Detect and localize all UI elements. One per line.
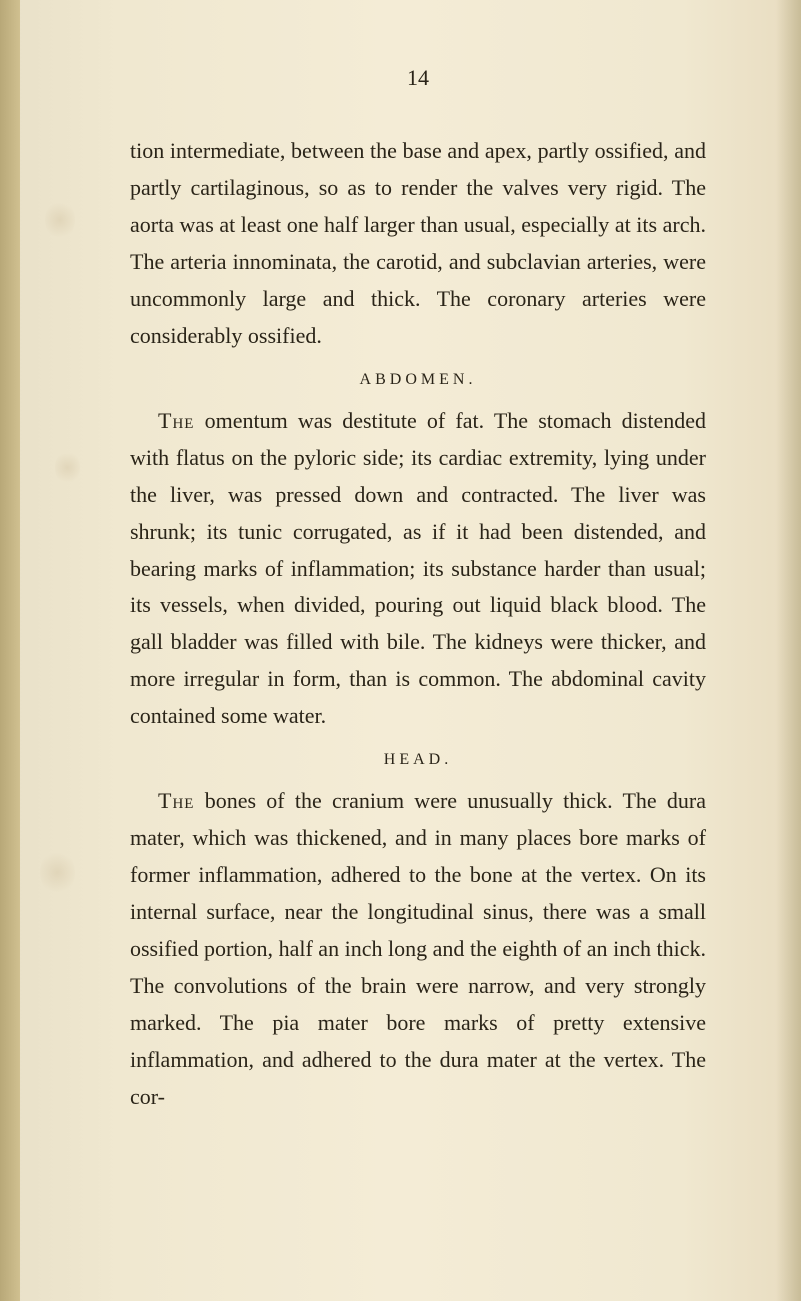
first-word-smallcaps: The [158, 408, 194, 433]
section-heading-head: HEAD. [130, 751, 706, 769]
page-right-edge [776, 0, 801, 1301]
first-word-smallcaps: The [158, 788, 194, 813]
body-paragraph: The omentum was destitute of fat. The st… [130, 403, 706, 736]
book-binding-edge [0, 0, 20, 1301]
age-spot [45, 200, 75, 240]
page-number: 14 [130, 65, 706, 91]
paragraph-text: omentum was destitute of fat. The stomac… [130, 408, 706, 729]
body-paragraph: tion intermediate, between the base and … [130, 133, 706, 355]
body-paragraph: The bones of the cranium were unusually … [130, 783, 706, 1116]
section-heading-abdomen: ABDOMEN. [130, 371, 706, 389]
age-spot [55, 450, 80, 485]
page-content: 14 tion intermediate, between the base a… [0, 0, 801, 1186]
age-spot [40, 850, 75, 895]
paragraph-text: bones of the cranium were unusually thic… [130, 788, 706, 1109]
